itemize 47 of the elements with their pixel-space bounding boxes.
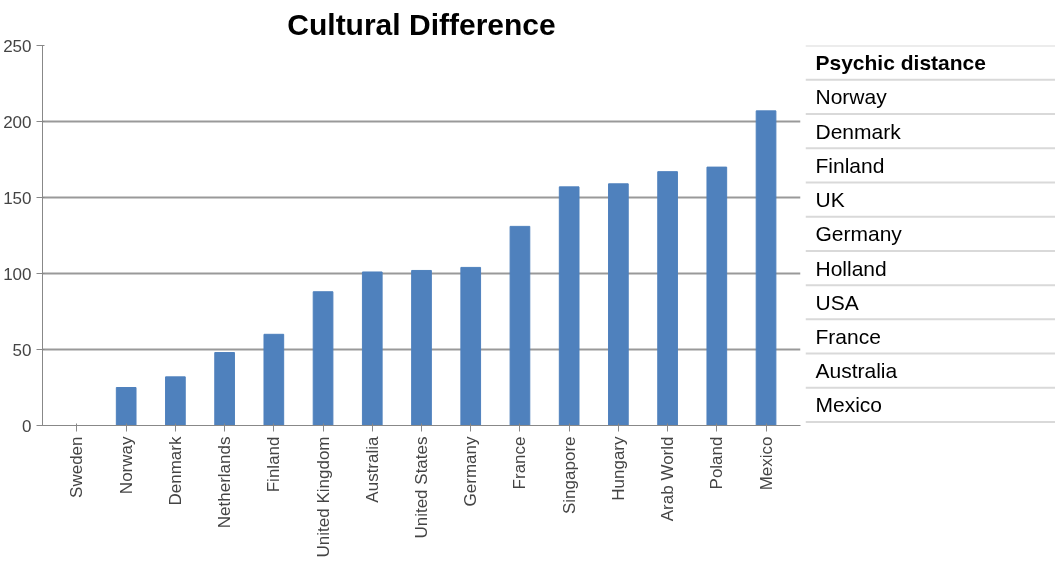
y-tick-label: 250: [3, 36, 32, 56]
x-tick-label: Germany: [461, 436, 481, 507]
bar: [312, 291, 334, 426]
y-tick-label: 0: [22, 416, 32, 436]
text: Psychic distance: [815, 51, 986, 75]
y-tick-label: 200: [3, 112, 32, 132]
text: Australia: [815, 359, 898, 383]
x-tick-label: United Kingdom: [313, 436, 333, 558]
bar: [657, 171, 678, 426]
x-tick-label: Denmark: [165, 436, 185, 506]
chart-title: Cultural Difference: [287, 7, 556, 41]
text: Holland: [815, 256, 887, 280]
bar: [755, 110, 777, 426]
bar: [706, 166, 728, 426]
bar: [115, 387, 137, 426]
y-tick-label: 50: [12, 340, 32, 360]
text: Finland: [815, 153, 885, 177]
bar: [165, 376, 186, 426]
bar: [558, 186, 580, 426]
bar: [608, 183, 629, 426]
text: Mexico: [815, 393, 883, 417]
bar: [460, 266, 482, 426]
text: Denmark: [815, 119, 902, 143]
x-tick-label: Hungary: [608, 436, 628, 501]
bar: [509, 225, 531, 426]
text: Germany: [815, 222, 903, 246]
bar: [361, 271, 383, 426]
y-tick-label: 100: [3, 264, 32, 284]
bar: [214, 352, 235, 426]
x-tick-label: Arab World: [658, 436, 678, 522]
x-tick-label: Finland: [264, 436, 284, 493]
x-tick-label: Norway: [116, 436, 136, 495]
x-tick-label: Netherlands: [215, 436, 235, 529]
text: UK: [815, 188, 845, 212]
x-tick-label: Singapore: [559, 436, 579, 514]
text: Norway: [815, 85, 888, 109]
x-tick-label: Mexico: [756, 436, 776, 491]
x-tick-label: France: [510, 436, 530, 490]
x-tick-label: Poland: [707, 436, 727, 490]
bar: [263, 333, 285, 426]
text: USA: [815, 290, 859, 314]
text: France: [815, 324, 881, 348]
y-tick-label: 150: [3, 188, 32, 208]
x-tick-label: United States: [412, 436, 431, 539]
x-tick-label: Australia: [362, 435, 382, 503]
bar: [411, 269, 432, 426]
x-tick-label: Sweden: [67, 436, 87, 498]
